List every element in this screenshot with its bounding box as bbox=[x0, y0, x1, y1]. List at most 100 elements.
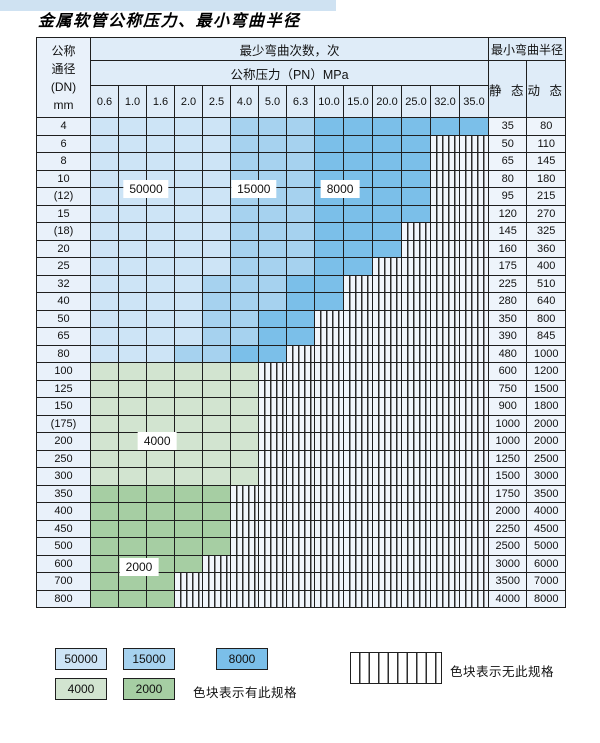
pn-cell bbox=[314, 327, 344, 346]
zone-count-label: 50000 bbox=[123, 180, 169, 198]
pn-cell bbox=[314, 362, 344, 381]
spec-row: 450 2250 4500 bbox=[36, 519, 566, 538]
pn-cell bbox=[174, 449, 203, 468]
dn-header-line: 公称 bbox=[51, 43, 76, 58]
pn-cell bbox=[286, 239, 315, 258]
pn-cell bbox=[314, 502, 344, 521]
dynamic-cell: 325 bbox=[526, 222, 566, 241]
pn-cell bbox=[401, 274, 431, 293]
pn-cell bbox=[314, 519, 344, 538]
pn-cell bbox=[118, 467, 147, 486]
pn-cell bbox=[202, 432, 231, 451]
dn-cell: 350 bbox=[36, 484, 91, 503]
pn-cell bbox=[372, 432, 402, 451]
pn-cell bbox=[372, 379, 402, 398]
pn-cell bbox=[343, 379, 373, 398]
dynamic-column-header: 动 态 bbox=[526, 60, 566, 118]
pn-cell bbox=[174, 344, 203, 363]
pn-cell bbox=[174, 362, 203, 381]
pn-cell bbox=[430, 134, 460, 153]
pn-cell bbox=[401, 589, 431, 608]
pn-cell bbox=[430, 309, 460, 328]
static-cell: 225 bbox=[487, 274, 528, 293]
pn-cell bbox=[258, 257, 287, 276]
pn-cell bbox=[286, 432, 315, 451]
pn-cell bbox=[401, 222, 431, 241]
pn-cell bbox=[430, 257, 460, 276]
pn-cell bbox=[230, 257, 259, 276]
dn-cell: 32 bbox=[36, 274, 91, 293]
pn-value-header: 15.0 bbox=[343, 85, 373, 118]
pn-cell bbox=[286, 467, 315, 486]
pn-cell bbox=[118, 117, 147, 136]
spec-row: 500 2500 5000 bbox=[36, 537, 566, 556]
spec-row: (12) 95 215 bbox=[36, 187, 566, 206]
pn-cell bbox=[118, 344, 147, 363]
spec-row: 32 225 510 bbox=[36, 274, 566, 293]
pn-cell bbox=[401, 502, 431, 521]
pressure-header: 公称压力（PN）MPa bbox=[90, 60, 489, 86]
pn-cell bbox=[372, 169, 402, 188]
pn-cell bbox=[202, 327, 231, 346]
pn-cell bbox=[118, 362, 147, 381]
pn-cell bbox=[258, 204, 287, 223]
spec-row: 50 350 800 bbox=[36, 309, 566, 328]
pn-cell bbox=[343, 537, 373, 556]
pn-cell bbox=[430, 344, 460, 363]
pn-cell bbox=[90, 134, 119, 153]
pn-cell bbox=[230, 117, 259, 136]
pn-cell bbox=[230, 309, 259, 328]
pn-cell bbox=[258, 117, 287, 136]
dn-cell: 10 bbox=[36, 169, 91, 188]
pn-cell bbox=[459, 239, 489, 258]
pn-cell bbox=[372, 309, 402, 328]
pn-cell bbox=[90, 117, 119, 136]
pn-cell bbox=[430, 432, 460, 451]
pn-cell bbox=[202, 589, 231, 608]
static-cell: 4000 bbox=[487, 589, 528, 608]
pn-cell bbox=[258, 309, 287, 328]
pn-cell bbox=[343, 134, 373, 153]
pn-cell bbox=[314, 589, 344, 608]
pn-cell bbox=[230, 344, 259, 363]
pn-cell bbox=[343, 292, 373, 311]
dynamic-cell: 1500 bbox=[526, 379, 566, 398]
pn-cell bbox=[343, 327, 373, 346]
pn-cell bbox=[118, 309, 147, 328]
pn-cell bbox=[230, 134, 259, 153]
pn-cell bbox=[430, 379, 460, 398]
pn-cell bbox=[230, 222, 259, 241]
pn-cell bbox=[202, 309, 231, 328]
pn-cell bbox=[372, 222, 402, 241]
pn-cell bbox=[258, 344, 287, 363]
pn-cell bbox=[459, 327, 489, 346]
pn-cell bbox=[314, 414, 344, 433]
pn-cell bbox=[174, 589, 203, 608]
pn-cell bbox=[146, 502, 175, 521]
pn-cell bbox=[459, 152, 489, 171]
pn-cell bbox=[174, 467, 203, 486]
pn-cell bbox=[90, 432, 119, 451]
static-cell: 145 bbox=[487, 222, 528, 241]
pn-cell bbox=[90, 519, 119, 538]
dn-cell: 50 bbox=[36, 309, 91, 328]
pn-cell bbox=[343, 414, 373, 433]
pn-cell bbox=[372, 134, 402, 153]
spec-row: 10 80 180 bbox=[36, 169, 566, 188]
bend-cycles-header: 最少弯曲次数，次 bbox=[90, 37, 489, 61]
pn-cell bbox=[90, 467, 119, 486]
pn-cell bbox=[459, 187, 489, 206]
pn-cell bbox=[118, 134, 147, 153]
header-row-3: 0.6 1.0 1.6 2.0 2.5 4.0 5.0 6.3 10.0 15.0 20.0 25.0… bbox=[37, 85, 566, 118]
pn-cell bbox=[314, 292, 344, 311]
pn-cell bbox=[146, 134, 175, 153]
pn-cell bbox=[314, 537, 344, 556]
pn-cell bbox=[90, 554, 119, 573]
pn-cell bbox=[343, 449, 373, 468]
pn-cell bbox=[258, 449, 287, 468]
pn-cell bbox=[230, 589, 259, 608]
pn-cell bbox=[343, 117, 373, 136]
pn-cell bbox=[202, 117, 231, 136]
pn-cell bbox=[258, 414, 287, 433]
pn-cell bbox=[459, 204, 489, 223]
